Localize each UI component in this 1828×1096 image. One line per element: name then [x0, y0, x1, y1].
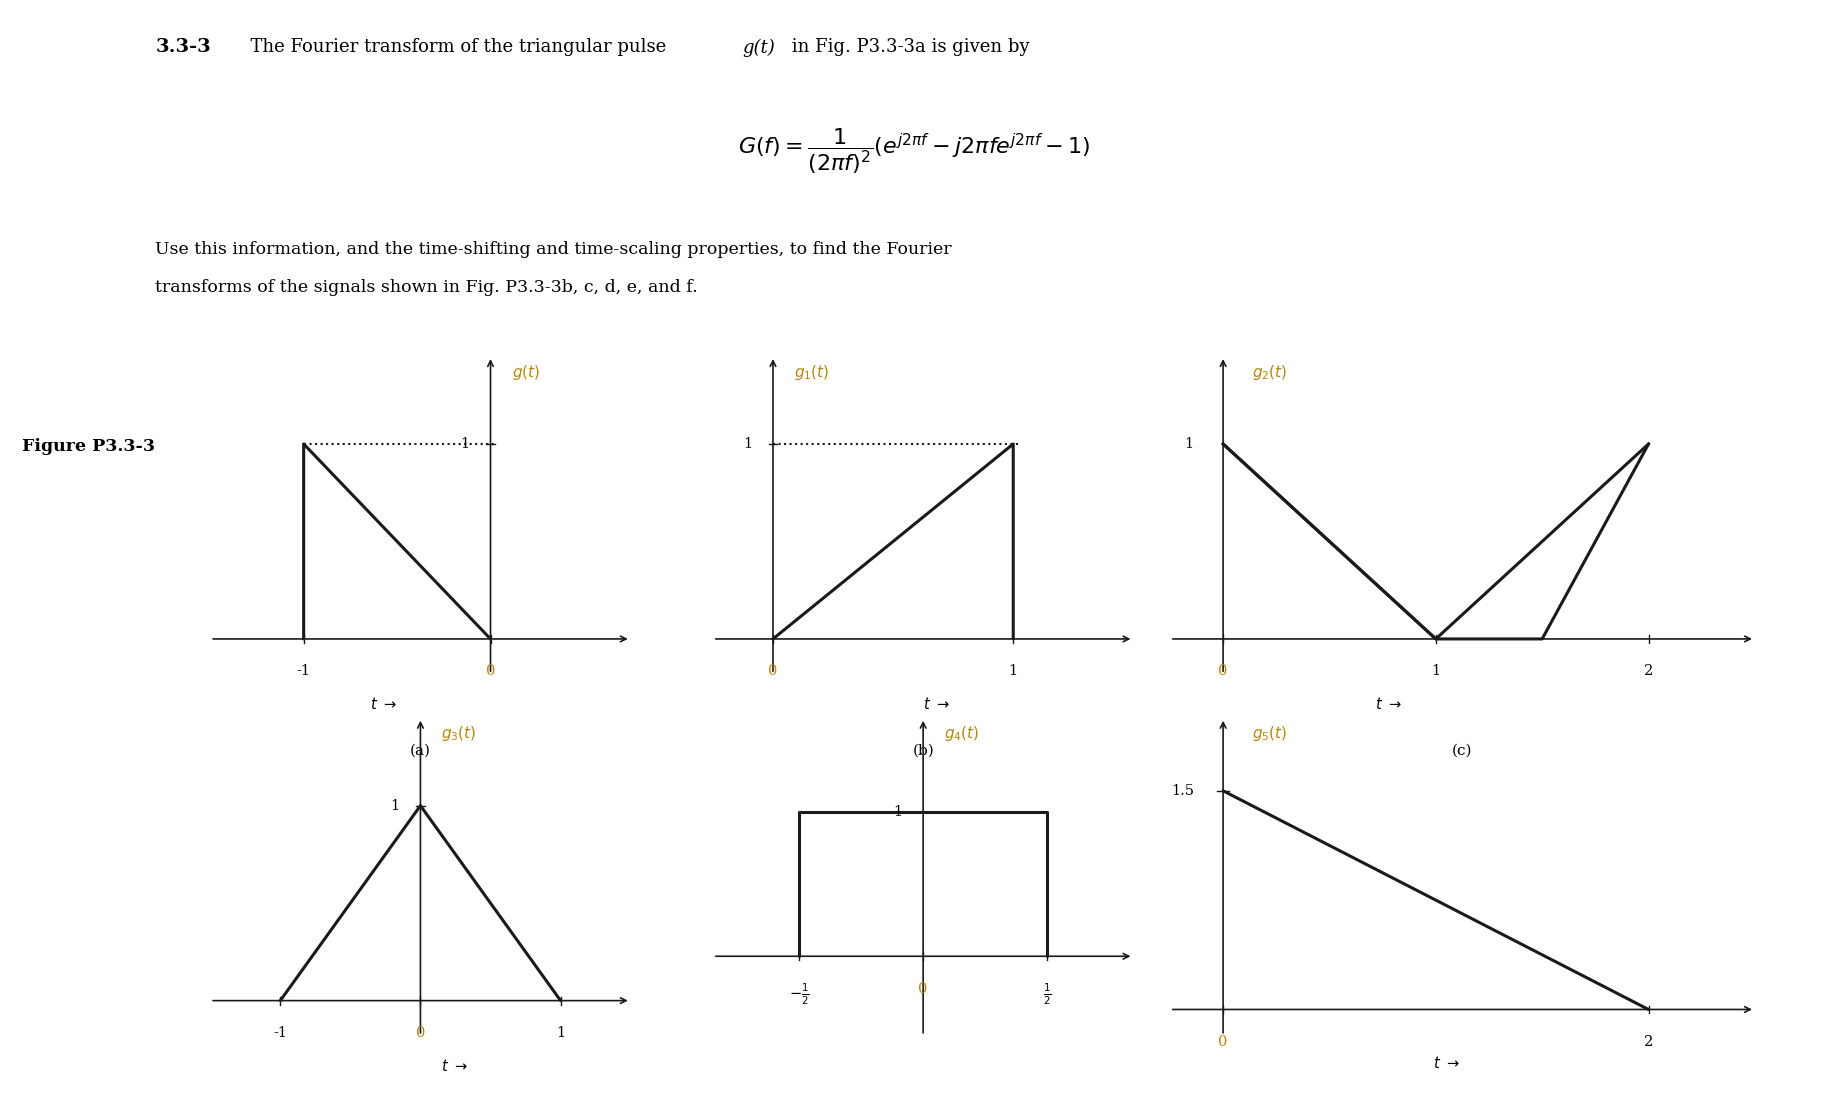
Text: $-\frac{1}{2}$: $-\frac{1}{2}$	[790, 982, 810, 1007]
Text: 1.5: 1.5	[1172, 784, 1194, 798]
Text: $g_{2}(t)$: $g_{2}(t)$	[1252, 363, 1287, 381]
Text: 0: 0	[768, 664, 777, 678]
Text: 1: 1	[556, 1026, 565, 1040]
Text: 2: 2	[1643, 664, 1653, 678]
Text: $g_{5}(t)$: $g_{5}(t)$	[1252, 724, 1287, 743]
Text: $g(t)$: $g(t)$	[512, 363, 539, 381]
Text: 3.3-3: 3.3-3	[155, 38, 210, 56]
Text: 1: 1	[1185, 437, 1194, 450]
Text: 1: 1	[742, 437, 751, 450]
Text: in Fig. P3.3-3a is given by: in Fig. P3.3-3a is given by	[786, 38, 1029, 56]
Text: g(t): g(t)	[742, 38, 775, 57]
Text: $t\ \rightarrow$: $t\ \rightarrow$	[369, 696, 397, 712]
Text: 0: 0	[486, 664, 495, 678]
Text: $g_{4}(t)$: $g_{4}(t)$	[943, 724, 980, 743]
Text: $\frac{1}{2}$: $\frac{1}{2}$	[1042, 982, 1051, 1007]
Text: 1: 1	[461, 437, 470, 450]
Text: 1: 1	[391, 799, 400, 812]
Text: The Fourier transform of the triangular pulse: The Fourier transform of the triangular …	[239, 38, 673, 56]
Text: $g_{3}(t)$: $g_{3}(t)$	[442, 724, 477, 743]
Text: (c): (c)	[1451, 744, 1473, 758]
Text: $t\ \rightarrow$: $t\ \rightarrow$	[923, 696, 951, 712]
Text: Use this information, and the time-shifting and time-scaling properties, to find: Use this information, and the time-shift…	[155, 241, 952, 259]
Text: (b): (b)	[912, 744, 934, 758]
Text: -1: -1	[274, 1026, 287, 1040]
Text: 1: 1	[894, 804, 901, 819]
Text: 0: 0	[918, 982, 929, 995]
Text: $t\ \rightarrow$: $t\ \rightarrow$	[1375, 696, 1402, 712]
Text: transforms of the signals shown in Fig. P3.3-3b, c, d, e, and f.: transforms of the signals shown in Fig. …	[155, 279, 698, 297]
Text: 2: 2	[1643, 1035, 1653, 1049]
Text: $g_{1}(t)$: $g_{1}(t)$	[793, 363, 830, 381]
Text: 0: 0	[1219, 1035, 1228, 1049]
Text: 0: 0	[1219, 664, 1228, 678]
Text: $G(f) = \dfrac{1}{(2\pi f)^2}(e^{j2\pi f} - j2\pi f e^{j2\pi f} - 1)$: $G(f) = \dfrac{1}{(2\pi f)^2}(e^{j2\pi f…	[739, 126, 1089, 175]
Text: 1: 1	[1431, 664, 1440, 678]
Text: -1: -1	[296, 664, 311, 678]
Text: 1: 1	[1009, 664, 1018, 678]
Text: 0: 0	[415, 1026, 426, 1040]
Text: $t\ \rightarrow$: $t\ \rightarrow$	[442, 1058, 468, 1074]
Text: Figure P3.3-3: Figure P3.3-3	[22, 438, 155, 456]
Text: (a): (a)	[409, 744, 431, 758]
Text: $t\ \rightarrow$: $t\ \rightarrow$	[1433, 1054, 1461, 1071]
